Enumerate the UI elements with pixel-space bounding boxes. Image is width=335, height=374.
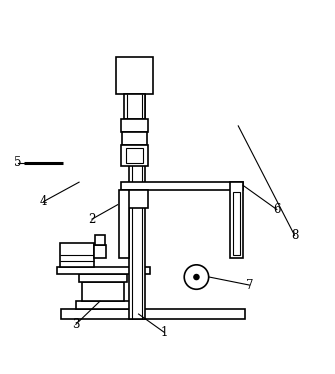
Text: 2: 2 <box>88 213 95 226</box>
Bar <box>126 148 143 163</box>
Bar <box>121 145 148 166</box>
Bar <box>93 245 107 258</box>
Text: 8: 8 <box>291 229 298 242</box>
Text: 6: 6 <box>273 203 281 216</box>
Text: 1: 1 <box>160 326 168 339</box>
Bar <box>119 190 129 258</box>
Text: 5: 5 <box>14 156 22 169</box>
Text: 4: 4 <box>40 195 48 208</box>
Bar <box>123 132 147 145</box>
Bar <box>82 282 124 301</box>
Bar <box>121 119 148 132</box>
Bar <box>60 243 93 267</box>
Circle shape <box>194 275 199 280</box>
Bar <box>124 94 145 119</box>
Bar <box>121 182 243 190</box>
Text: 7: 7 <box>246 279 253 292</box>
Bar <box>61 309 245 319</box>
Bar <box>116 57 153 94</box>
Bar <box>95 235 105 245</box>
Bar <box>129 87 145 319</box>
Bar <box>121 190 148 208</box>
Text: 3: 3 <box>72 318 80 331</box>
Bar <box>57 267 150 274</box>
Bar <box>230 182 243 258</box>
Bar <box>76 301 131 309</box>
Bar <box>233 192 240 255</box>
Bar <box>79 274 127 282</box>
